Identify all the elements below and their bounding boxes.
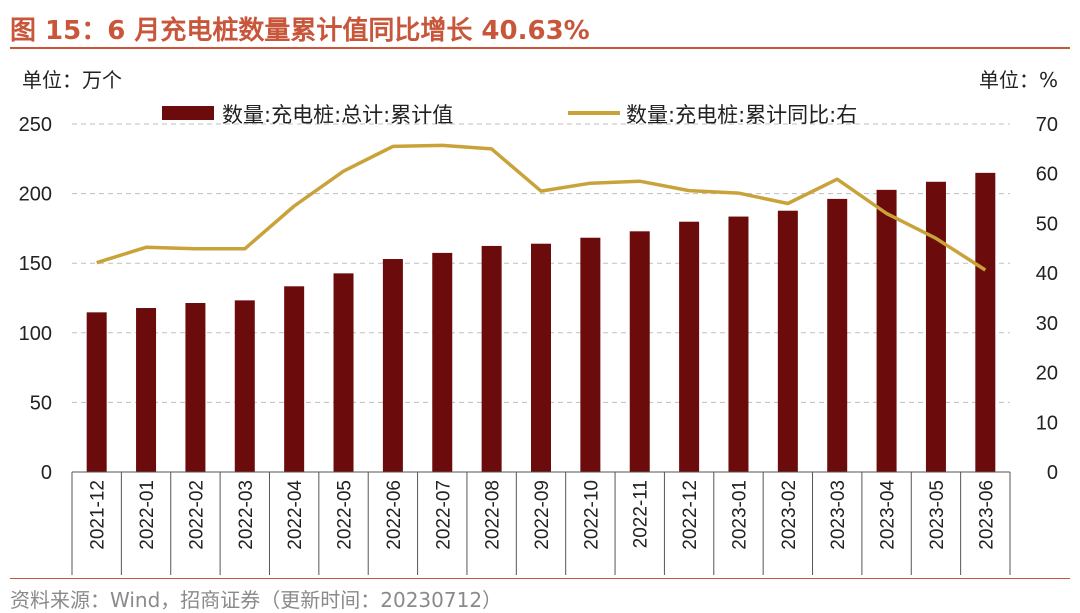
bar-2023-05: [926, 182, 946, 472]
right-y-ticks: 0 10 20 30 40 50 60 70: [1036, 114, 1058, 484]
right-tick-label: 40: [1036, 263, 1058, 285]
x-tick-label: 2023-03: [828, 480, 849, 550]
bar-2022-04: [284, 286, 304, 472]
x-tick-label: 2022-04: [285, 480, 306, 550]
right-tick-label: 50: [1036, 213, 1058, 235]
x-tick-label: 2022-05: [335, 480, 356, 550]
left-tick-label: 50: [30, 392, 52, 414]
right-tick-label: 30: [1036, 313, 1058, 335]
x-tick-label: 2022-09: [532, 480, 553, 550]
bar-2022-05: [334, 273, 354, 472]
bar-2022-11: [630, 231, 650, 472]
x-tick-label: 2023-04: [878, 480, 899, 550]
left-tick-label: 100: [19, 323, 52, 345]
legend-line-label: 数量:充电桩:累计同比:右: [626, 103, 857, 127]
x-tick-label: 2022-03: [236, 480, 257, 550]
left-y-ticks: 0 50 100 150 200 250: [19, 114, 52, 484]
source-note: 资料来源：Wind，招商证券（更新时间：20230712）: [10, 584, 502, 613]
bar-2022-01: [136, 308, 156, 472]
bar-2022-02: [185, 303, 205, 472]
bar-2021-12: [87, 312, 107, 472]
x-tick-label: 2022-10: [581, 480, 602, 550]
x-tick-label: 2021-12: [88, 480, 109, 550]
bar-2022-03: [235, 300, 255, 472]
source-divider: [10, 578, 1070, 579]
bar-2023-02: [778, 211, 798, 472]
bar-2022-07: [432, 253, 452, 472]
x-ticks: 2021-12 2022-01 2022-02 2022-03 2022-04 2022-…: [88, 480, 998, 550]
bar-2023-01: [728, 217, 748, 472]
bar-2022-12: [679, 222, 699, 472]
left-tick-label: 150: [19, 253, 52, 275]
right-tick-label: 10: [1036, 412, 1058, 434]
x-tick-label: 2022-08: [483, 480, 504, 550]
legend: 数量:充电桩:总计:累计值 数量:充电桩:累计同比:右: [162, 103, 857, 127]
bar-2023-04: [877, 190, 897, 472]
bar-2022-08: [482, 246, 502, 472]
x-tick-label: 2022-02: [186, 480, 207, 550]
x-tick-label: 2023-02: [779, 480, 800, 550]
right-tick-label: 60: [1036, 164, 1058, 186]
right-tick-label: 20: [1036, 363, 1058, 385]
x-tick-label: 2022-12: [680, 480, 701, 550]
right-tick-label: 70: [1036, 114, 1058, 136]
left-tick-label: 0: [41, 462, 52, 484]
x-tick-label: 2023-06: [976, 480, 997, 550]
x-tick-label: 2022-07: [433, 480, 454, 550]
left-tick-label: 250: [19, 114, 52, 136]
bar-2022-06: [383, 259, 403, 472]
left-tick-label: 200: [19, 184, 52, 206]
x-tick-label: 2022-11: [631, 480, 652, 548]
bar-2023-06: [975, 173, 995, 472]
legend-bar-label: 数量:充电桩:总计:累计值: [222, 103, 453, 127]
x-tick-label: 2022-01: [137, 480, 158, 550]
x-tick-label: 2023-05: [927, 480, 948, 550]
x-tick-label: 2022-06: [384, 480, 405, 550]
bar-2022-09: [531, 244, 551, 472]
legend-bar-swatch: [162, 106, 214, 120]
x-tick-label: 2023-01: [729, 480, 750, 550]
bar-2023-03: [827, 199, 847, 472]
bar-series: [87, 173, 996, 472]
bar-2022-10: [580, 238, 600, 472]
right-tick-label: 0: [1047, 462, 1058, 484]
